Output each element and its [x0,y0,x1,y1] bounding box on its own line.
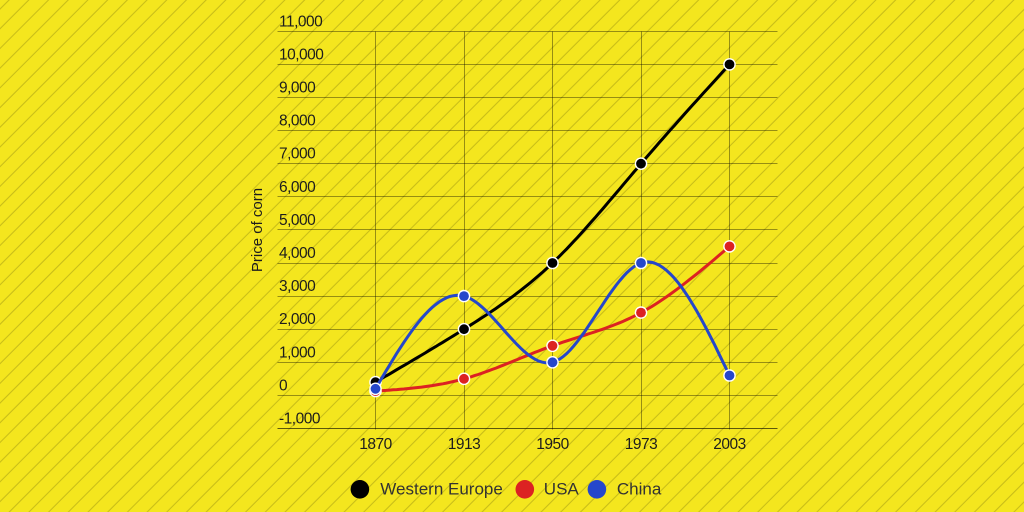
svg-text:11,000: 11,000 [279,13,323,30]
svg-text:2003: 2003 [713,436,745,453]
svg-text:0: 0 [279,377,288,394]
svg-text:7,000: 7,000 [279,146,316,163]
svg-text:5,000: 5,000 [279,212,316,229]
svg-text:Price of corn: Price of corn [249,188,266,272]
svg-text:1913: 1913 [448,436,480,453]
svg-text:3,000: 3,000 [279,278,316,295]
svg-text:2,000: 2,000 [279,311,316,328]
svg-text:1950: 1950 [536,436,569,453]
svg-text:China: China [617,479,662,498]
svg-text:Western Europe: Western Europe [380,479,503,498]
svg-text:8,000: 8,000 [279,113,316,130]
svg-text:10,000: 10,000 [279,46,324,63]
svg-text:9,000: 9,000 [279,80,316,97]
svg-text:4,000: 4,000 [279,245,316,262]
svg-text:USA: USA [544,479,580,498]
svg-text:1,000: 1,000 [279,344,316,361]
svg-text:1973: 1973 [625,436,657,453]
svg-text:6,000: 6,000 [279,179,316,196]
svg-text:1870: 1870 [359,436,392,453]
svg-text:-1,000: -1,000 [279,411,321,428]
